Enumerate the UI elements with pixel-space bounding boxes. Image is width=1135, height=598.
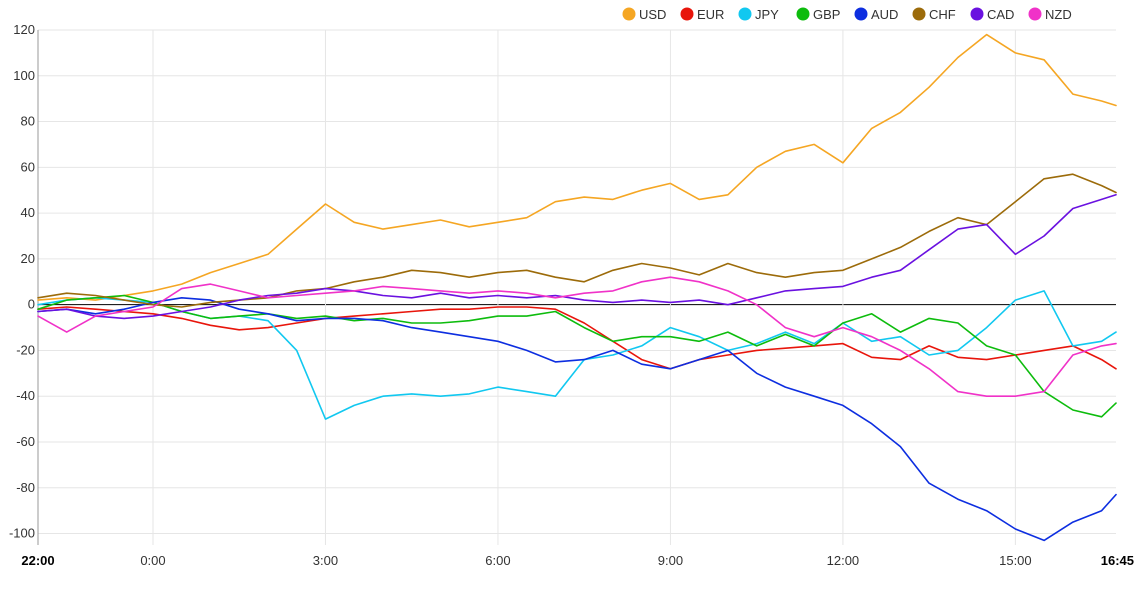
legend-marker — [970, 7, 984, 21]
y-tick-label: -100 — [9, 526, 35, 541]
legend-label: JPY — [755, 7, 779, 22]
y-tick-label: 100 — [13, 68, 35, 83]
y-axis-ticks: 120 100 80 60 40 20 0 -20 -40 -60 -80 -100 — [9, 22, 35, 541]
x-axis-ticks: 22:00 0:00 3:00 6:00 9:00 12:00 15:00 16:45 — [21, 553, 1134, 568]
legend-item-usd[interactable]: USD — [622, 7, 667, 22]
x-tick-label: 16:45 — [1101, 553, 1134, 568]
series-line-nzd — [37, 276, 1117, 398]
legend: USD EUR JPY GBP AUD CHF CAD NZD — [622, 7, 1072, 22]
legend-item-jpy[interactable]: JPY — [738, 7, 780, 22]
legend-item-cad[interactable]: CAD — [970, 7, 1015, 22]
y-tick-label: 0 — [28, 297, 35, 312]
legend-item-chf[interactable]: CHF — [912, 7, 956, 22]
series-lines — [37, 33, 1117, 542]
x-tick-label: 22:00 — [21, 553, 54, 568]
y-tick-label: 120 — [13, 22, 35, 37]
y-tick-label: 40 — [21, 205, 35, 220]
series-line-cad — [37, 194, 1117, 320]
y-tick-label: -80 — [16, 480, 35, 495]
x-tick-label: 3:00 — [313, 553, 338, 568]
grid — [37, 29, 1116, 545]
series-line-chf — [37, 173, 1117, 308]
legend-marker — [912, 7, 926, 21]
x-tick-label: 12:00 — [827, 553, 860, 568]
legend-item-eur[interactable]: EUR — [680, 7, 725, 22]
y-tick-label: 20 — [21, 251, 35, 266]
legend-marker — [1028, 7, 1042, 21]
series-line-jpy — [37, 290, 1117, 420]
legend-item-aud[interactable]: AUD — [854, 7, 899, 22]
legend-label: CHF — [929, 7, 956, 22]
x-tick-label: 15:00 — [999, 553, 1032, 568]
y-tick-label: -60 — [16, 434, 35, 449]
series-line-aud — [37, 296, 1117, 542]
legend-label: AUD — [871, 7, 898, 22]
legend-marker — [622, 7, 636, 21]
y-tick-label: -20 — [16, 342, 35, 357]
series-line-usd — [37, 33, 1117, 301]
y-tick-label: -40 — [16, 388, 35, 403]
x-tick-label: 9:00 — [658, 553, 683, 568]
legend-label: GBP — [813, 7, 840, 22]
series-line-eur — [37, 306, 1117, 370]
x-tick-label: 0:00 — [140, 553, 165, 568]
legend-marker — [854, 7, 868, 21]
series-line-gbp — [37, 294, 1117, 418]
y-tick-label: 60 — [21, 159, 35, 174]
legend-label: USD — [639, 7, 666, 22]
x-tick-label: 6:00 — [485, 553, 510, 568]
legend-label: NZD — [1045, 7, 1072, 22]
legend-item-gbp[interactable]: GBP — [796, 7, 841, 22]
legend-label: EUR — [697, 7, 724, 22]
legend-item-nzd[interactable]: NZD — [1028, 7, 1072, 22]
legend-marker — [738, 7, 752, 21]
y-tick-label: 80 — [21, 114, 35, 129]
legend-label: CAD — [987, 7, 1014, 22]
legend-marker — [680, 7, 694, 21]
legend-marker — [796, 7, 810, 21]
